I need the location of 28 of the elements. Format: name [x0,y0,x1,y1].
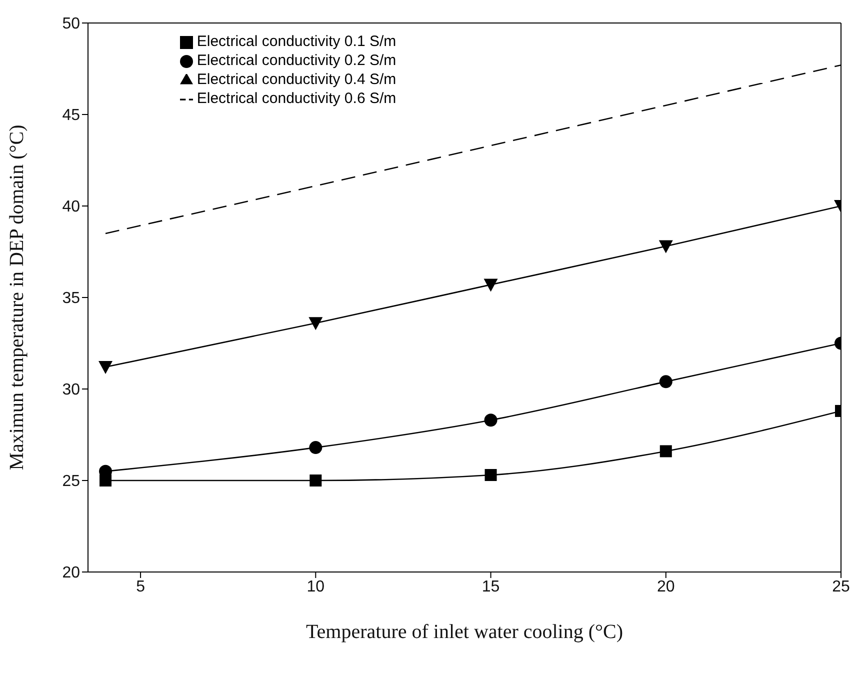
y-tick-label: 50 [62,16,80,33]
point [659,375,672,388]
x-tick-label: 10 [306,578,325,596]
point [484,414,498,427]
point [660,445,672,458]
point [484,278,498,292]
point [98,361,113,374]
x-tick-label: 20 [656,578,675,596]
x-tick-label: 25 [832,578,850,596]
point [658,240,673,254]
legend-label: Electrical conductivity 0.1 S/m [196,33,396,50]
point [309,441,322,454]
point [484,469,497,482]
legend-label: Electrical conductivity 0.6 S/m [196,90,396,107]
y-tick-label: 45 [62,107,80,124]
x-tick-label: 15 [482,578,500,596]
x-tick-label: 5 [136,578,146,596]
y-axis-title: Maximun temperature in DEP domain (°C) [6,124,28,470]
y-tick-label: 20 [62,564,80,582]
y-tick-label: 30 [62,382,80,399]
legend-label: Electrical conductivity 0.2 S/m [196,52,396,69]
point [310,474,322,486]
y-tick-label: 25 [62,473,80,490]
y-tick-label: 40 [62,198,80,216]
legend-label: Electrical conductivity 0.4 S/m [196,71,396,88]
x-axis-title: Temperature of inlet water cooling (°C) [306,621,624,643]
y-tick-label: 35 [62,290,80,308]
point [308,317,323,330]
